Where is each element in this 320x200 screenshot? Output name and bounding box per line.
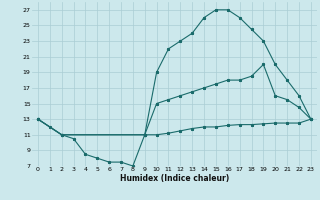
X-axis label: Humidex (Indice chaleur): Humidex (Indice chaleur): [120, 174, 229, 183]
